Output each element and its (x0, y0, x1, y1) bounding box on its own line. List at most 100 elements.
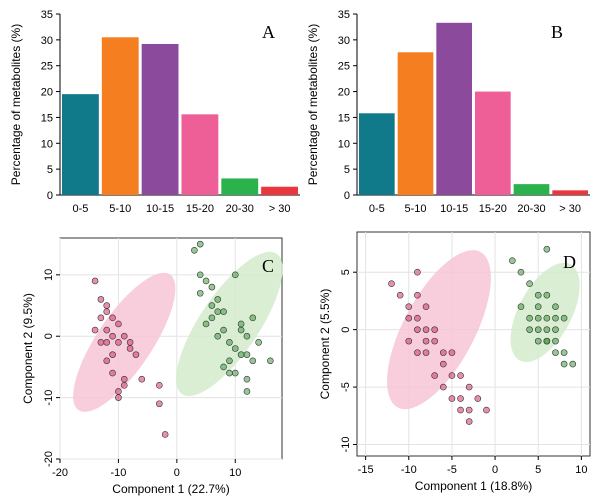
bar (552, 190, 588, 195)
scatter-point (414, 268, 421, 276)
x-tick-label: -10 (401, 464, 417, 476)
scatter-point (405, 314, 413, 322)
scatter-point (237, 351, 245, 358)
scatter-point (226, 357, 233, 365)
y-axis-title: Percentage of metabolites (%) (306, 24, 320, 185)
scatter-point (103, 339, 111, 346)
y-tick-label: 25 (41, 61, 53, 73)
x-tick-label: -15 (358, 464, 374, 476)
scatter-point (448, 395, 456, 402)
y-tick-label: 10 (43, 269, 55, 281)
panel-b: 0 5 10 15 20 25 30 35 0-5 5-10 10-15 15-20 20-30 > 30… (306, 9, 590, 215)
scatter-point (457, 406, 464, 414)
scatter-point (405, 337, 413, 345)
scatter-point (161, 431, 169, 438)
scatter-point (115, 394, 122, 401)
scatter-point (552, 326, 559, 333)
bar (359, 113, 395, 195)
scatter-point (405, 303, 413, 310)
scatter-point (526, 326, 533, 333)
scatter-point (431, 372, 438, 379)
scatter-point (422, 326, 430, 333)
y-tick-label: -10 (43, 390, 55, 406)
scatter-point (422, 349, 430, 356)
y-tick-label: 15 (41, 112, 53, 124)
scatter-point (543, 326, 551, 333)
x-tick-label: > 30 (269, 203, 291, 215)
x-tick-label: > 30 (559, 203, 581, 215)
scatter-point (517, 303, 525, 310)
panel-letter: B (551, 22, 563, 42)
scatter-point (552, 314, 559, 322)
scatter-point (422, 337, 430, 345)
scatter-point (115, 388, 122, 395)
x-tick-label: -5 (447, 464, 457, 476)
x-tick-label: 5-10 (404, 203, 426, 215)
scatter-point (231, 345, 239, 352)
y-tick-label: 0 (47, 190, 53, 202)
scatter-point (120, 375, 128, 383)
y-tick-label: 0 (43, 333, 55, 339)
bar (436, 22, 472, 195)
y-tick-label: 5 (47, 164, 53, 176)
scatter-point (214, 332, 222, 340)
scatter-point (267, 357, 274, 365)
scatter-point (126, 339, 134, 346)
scatter-point (120, 382, 128, 389)
scatter-point (509, 257, 516, 265)
x-axis-title: Component 1 (18.8%) (415, 479, 532, 493)
scatter-point (543, 337, 551, 345)
bar (181, 114, 219, 195)
panel-letter: D (563, 252, 576, 272)
bar (221, 178, 259, 195)
scatter-point (115, 339, 122, 346)
scatter-point (431, 337, 438, 345)
scatter-point (552, 303, 559, 310)
x-tick-label: 10-15 (146, 203, 174, 215)
panel-letter: A (262, 22, 275, 42)
x-tick-label: 10 (575, 464, 587, 476)
scatter-point (560, 349, 568, 356)
scatter-point (414, 314, 421, 322)
bar (513, 184, 550, 195)
x-tick-label: 15-20 (186, 203, 214, 215)
scatter-point (208, 283, 216, 291)
y-tick-label: 5 (340, 269, 352, 275)
scatter-point (243, 388, 251, 395)
x-tick-label: 20-30 (226, 203, 254, 215)
scatter-point (103, 308, 111, 315)
x-tick-label: 20-30 (517, 203, 545, 215)
scatter-point (214, 296, 222, 303)
x-tick-label: 0-5 (72, 203, 88, 215)
x-tick-label: 5 (535, 464, 541, 476)
scatter-point (560, 360, 568, 368)
bar (397, 52, 434, 195)
y-tick-label: 35 (41, 9, 53, 21)
scatter-point (255, 339, 262, 346)
confidence-ellipse (176, 251, 283, 397)
scatter-point (120, 332, 128, 340)
scatter-point (214, 308, 222, 315)
scatter-point (237, 326, 245, 334)
x-tick-label: 10 (229, 467, 241, 479)
confidence-ellipse (510, 262, 580, 362)
scatter-point (103, 357, 111, 365)
scatter-point (97, 314, 105, 322)
scatter-point (543, 291, 551, 299)
scatter-point (560, 314, 568, 322)
scatter-point (115, 320, 122, 328)
scatter-point (97, 296, 105, 303)
bar (101, 37, 139, 196)
bar (261, 186, 298, 195)
y-tick-label: 30 (41, 35, 53, 47)
x-tick-label: -10 (110, 467, 126, 479)
y-tick-label: 0 (340, 327, 352, 333)
scatter-point (231, 271, 239, 279)
scatter-point (226, 369, 233, 377)
x-tick-label: 10-15 (440, 203, 468, 215)
scatter-point (109, 314, 116, 322)
scatter-point (439, 360, 447, 368)
bar (141, 43, 179, 195)
scatter-point (457, 372, 464, 379)
